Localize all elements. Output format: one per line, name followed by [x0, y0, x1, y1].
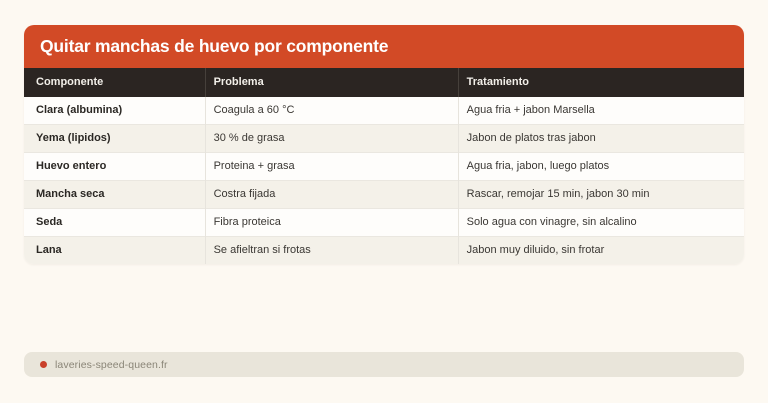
cell-tratamiento: Jabon de platos tras jabon [457, 124, 744, 153]
source-domain: laveries-speed-queen.fr [55, 358, 168, 371]
column-header-problema: Problema [204, 68, 459, 97]
stain-treatment-table: Componente Problema Tratamiento Clara (a… [24, 68, 744, 264]
cell-tratamiento: Jabon muy diluido, sin frotar [457, 236, 744, 264]
cell-tratamiento: Solo agua con vinagre, sin alcalino [457, 208, 744, 237]
table-row: Yema (lipidos) 30 % de grasa Jabon de pl… [24, 124, 744, 153]
cell-componente: Clara (albumina) [36, 104, 123, 116]
cell-componente: Mancha seca [36, 188, 105, 200]
cell-problema: Se afieltran si frotas [204, 236, 459, 264]
table-row: Huevo entero Proteina + grasa Agua fria,… [24, 152, 744, 181]
cell-problema: Fibra proteica [204, 208, 459, 237]
cell-tratamiento: Rascar, remojar 15 min, jabon 30 min [457, 180, 744, 209]
card-header: Quitar manchas de huevo por componente [24, 25, 744, 68]
page-title: Quitar manchas de huevo por componente [40, 36, 389, 56]
cell-componente: Huevo entero [36, 160, 107, 172]
cell-componente: Lana [36, 244, 62, 256]
cell-problema: Costra fijada [204, 180, 459, 209]
cell-tratamiento: Agua fria + jabon Marsella [457, 97, 744, 125]
table-row: Seda Fibra proteica Solo agua con vinagr… [24, 208, 744, 237]
cell-componente: Seda [36, 216, 63, 228]
column-header-componente: Componente [24, 68, 206, 97]
bullet-dot-icon [40, 361, 47, 368]
table-header-row: Componente Problema Tratamiento [24, 68, 744, 97]
cell-problema: 30 % de grasa [204, 124, 459, 153]
table-row: Lana Se afieltran si frotas Jabon muy di… [24, 236, 744, 264]
table-row: Mancha seca Costra fijada Rascar, remoja… [24, 180, 744, 209]
source-footer: laveries-speed-queen.fr [24, 352, 744, 377]
cell-problema: Coagula a 60 °C [204, 97, 459, 125]
table-row: Clara (albumina) Coagula a 60 °C Agua fr… [24, 97, 744, 125]
cell-componente: Yema (lipidos) [36, 132, 111, 144]
column-header-tratamiento: Tratamiento [457, 68, 744, 97]
egg-stain-table-card: Quitar manchas de huevo por componente C… [24, 25, 744, 264]
cell-problema: Proteina + grasa [204, 152, 459, 181]
cell-tratamiento: Agua fria, jabon, luego platos [457, 152, 744, 181]
